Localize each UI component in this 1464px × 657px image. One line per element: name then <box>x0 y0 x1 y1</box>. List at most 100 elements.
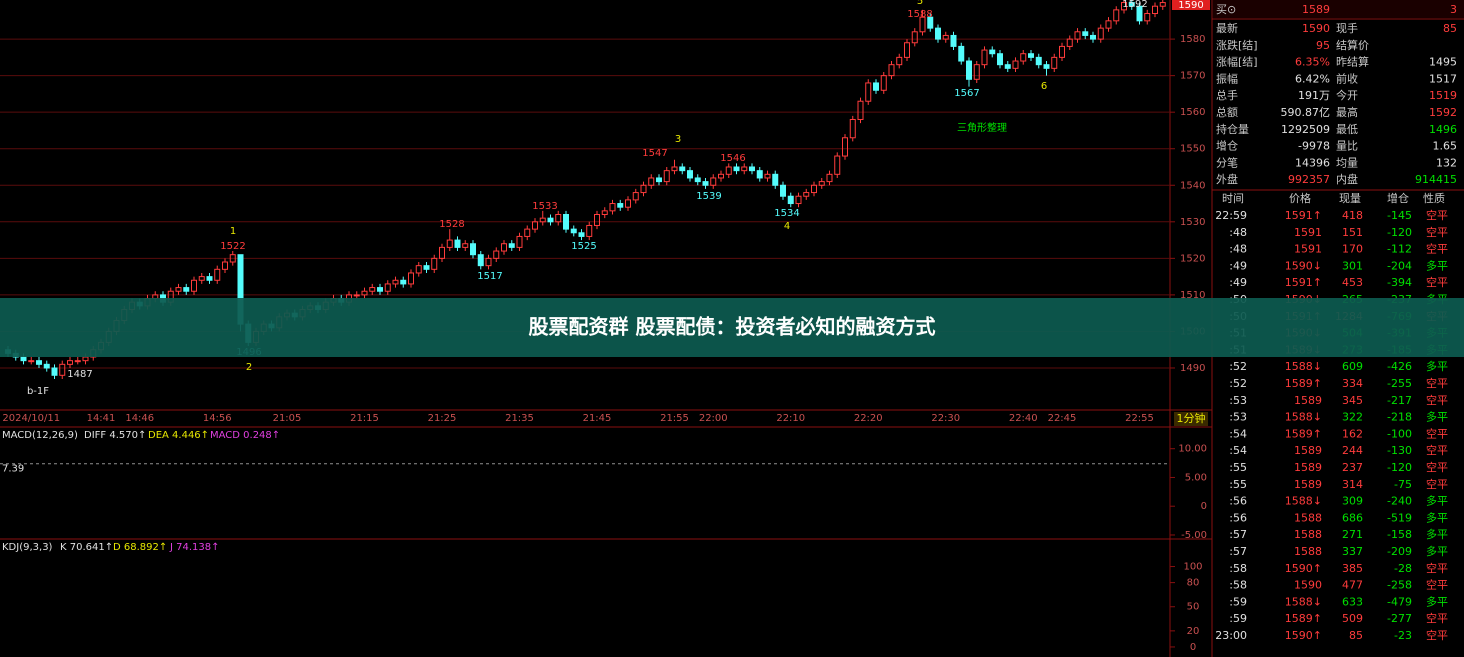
trade-price: 1590 <box>1294 579 1322 592</box>
trade-volume: 453 <box>1342 276 1363 289</box>
trade-nature: 空平 <box>1426 242 1448 256</box>
trade-volume: 309 <box>1342 495 1363 508</box>
candle-body <box>477 254 484 267</box>
trade-oi: -277 <box>1387 612 1412 625</box>
trade-oi: -130 <box>1387 444 1412 457</box>
candle-body <box>617 203 624 208</box>
trade-time: 23:00 <box>1215 629 1247 642</box>
quote-cell: 1496 <box>1429 123 1457 136</box>
candle-body <box>1020 53 1027 62</box>
y-tick-label: 1510 <box>1180 290 1205 301</box>
trade-oi: -218 <box>1387 411 1412 424</box>
trade-price: 1590↑ <box>1285 562 1322 575</box>
trade-volume: 686 <box>1342 511 1363 524</box>
annotation: 6 <box>1041 81 1047 92</box>
trade-price: 1588↓ <box>1285 595 1322 608</box>
annotation: 1533 <box>532 201 557 212</box>
candle-body <box>501 243 507 252</box>
trade-oi: -28 <box>1394 562 1412 575</box>
quote-cell: 1592 <box>1429 106 1457 119</box>
y-tick-label: 1560 <box>1180 107 1205 118</box>
x-tick-label: 21:45 <box>583 413 612 424</box>
quote-cell: 涨跌[结] <box>1216 38 1258 52</box>
candle-body <box>175 287 182 292</box>
trade-volume: 244 <box>1342 444 1363 457</box>
candle-body <box>547 217 554 223</box>
quote-cell: 量比 <box>1336 140 1358 153</box>
quote-cell: 1590 <box>1302 22 1330 35</box>
candle-body <box>1144 13 1151 22</box>
candle-body <box>1105 20 1112 29</box>
candle-body <box>671 166 678 172</box>
quote-cell: 今开 <box>1336 88 1358 102</box>
trade-oi: -100 <box>1387 427 1412 440</box>
candle-body <box>780 184 786 197</box>
y-tick-label: 1490 <box>1180 363 1205 374</box>
annotation: 1588 <box>907 9 932 20</box>
candle-body <box>1035 56 1042 66</box>
quote-header: 买⊙ <box>1216 3 1236 16</box>
trade-volume: 633 <box>1342 595 1363 608</box>
y-tick-label: 1550 <box>1180 144 1205 155</box>
candle-body <box>1090 34 1096 40</box>
annotation: 1534 <box>774 208 799 219</box>
trade-oi: -23 <box>1394 629 1412 642</box>
trade-nature: 多平 <box>1426 410 1448 424</box>
trade-nature: 多平 <box>1426 359 1448 373</box>
x-tick-label: 22:10 <box>776 413 805 424</box>
candle-body <box>222 261 228 270</box>
candle-body <box>803 192 810 197</box>
x-tick-label: 21:05 <box>273 413 302 424</box>
candle-body <box>896 56 903 66</box>
x-tick-label: 22:00 <box>699 413 728 424</box>
trade-oi: -426 <box>1387 360 1412 373</box>
annotation: 1567 <box>954 88 979 99</box>
candle-body <box>725 166 732 175</box>
candle-body <box>1074 31 1081 40</box>
candle-body <box>1043 64 1050 69</box>
candle-body <box>408 272 414 285</box>
quote-cell: 1292509 <box>1281 123 1330 136</box>
candle-body <box>694 177 701 183</box>
trade-volume: 170 <box>1342 243 1363 256</box>
trade-price: 1591 <box>1294 243 1322 256</box>
annotation: 1592 <box>1122 0 1147 10</box>
candle-body <box>570 228 577 234</box>
quote-cell: 现手 <box>1336 21 1358 35</box>
candle-body <box>842 137 848 157</box>
candle-body <box>377 287 383 292</box>
trade-volume: 477 <box>1342 579 1363 592</box>
candle-body <box>609 203 616 212</box>
x-tick-label: 14:41 <box>87 413 116 424</box>
indicator-header: MACD 0.248↑ <box>210 430 280 441</box>
annotation: 三角形整理 <box>957 121 1007 134</box>
candle-body <box>51 367 58 376</box>
trade-volume: 151 <box>1342 226 1363 239</box>
trade-volume: 322 <box>1342 411 1363 424</box>
trade-time: :58 <box>1229 579 1247 592</box>
candle-body <box>687 170 693 179</box>
candle-body <box>702 181 709 186</box>
trade-oi: -158 <box>1387 528 1412 541</box>
trade-oi: -75 <box>1394 478 1412 491</box>
candle-body <box>353 294 360 297</box>
trade-time: :56 <box>1229 495 1247 508</box>
candle-body <box>229 254 236 263</box>
candle-body <box>454 239 461 248</box>
quote-cell: 914415 <box>1415 173 1457 186</box>
trade-oi: -120 <box>1387 461 1412 474</box>
candle-body <box>904 42 910 58</box>
trade-volume: 337 <box>1342 545 1363 558</box>
indicator-header: K 70.641↑ <box>60 542 113 553</box>
x-tick-label: 14:56 <box>203 413 232 424</box>
quote-cell: 6.35% <box>1295 56 1330 69</box>
annotation: 1 <box>230 226 236 237</box>
x-tick-label: 22:20 <box>854 413 883 424</box>
trade-time: :59 <box>1229 612 1247 625</box>
trade-time: :52 <box>1229 377 1247 390</box>
candle-body <box>733 166 740 172</box>
trade-nature: 空平 <box>1426 611 1448 625</box>
candle-body <box>28 360 35 363</box>
candle-body <box>1051 56 1058 69</box>
